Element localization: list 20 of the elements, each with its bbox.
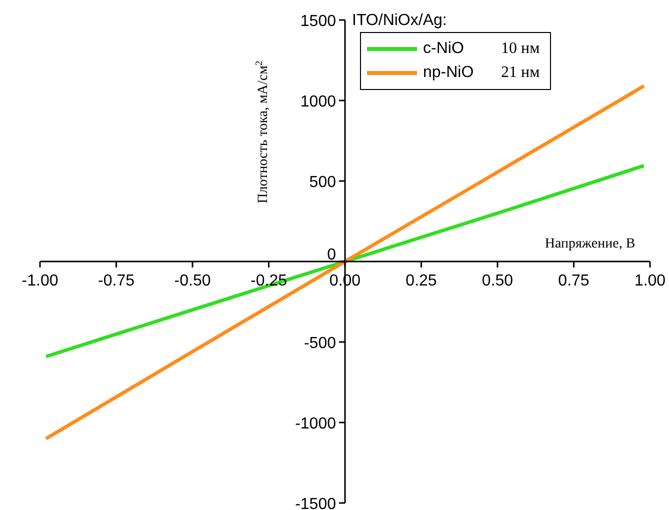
y-tick-label: 500	[309, 174, 336, 191]
x-tick-label: -1.00	[22, 272, 58, 290]
y-tick-label: -1000	[295, 416, 336, 432]
x-tick-label: 1.00	[634, 272, 666, 290]
annotation: 21 нм	[501, 64, 540, 82]
y-tick-label: 0	[327, 246, 336, 264]
x-tick-label: -0.75	[98, 272, 135, 290]
y-tick-label: 1500	[300, 13, 336, 30]
x-axis-title: Напряжение, В	[544, 236, 636, 252]
x-tick-label: 0.75	[558, 272, 590, 290]
legend-label: np-NiO	[423, 64, 475, 82]
y-tick-label: -500	[304, 335, 336, 352]
annotation: 10 нм	[501, 40, 540, 58]
legend-label: c-NiO	[423, 40, 465, 58]
y-tick-label: -1500	[295, 496, 336, 510]
x-tick-label: 0.50	[482, 272, 514, 290]
x-tick-label: 0.25	[406, 272, 437, 290]
x-tick-label: -0.50	[174, 272, 211, 290]
y-tick-label: 1000	[300, 94, 336, 110]
legend-title: ITO/NiOx/Ag:	[352, 12, 448, 30]
